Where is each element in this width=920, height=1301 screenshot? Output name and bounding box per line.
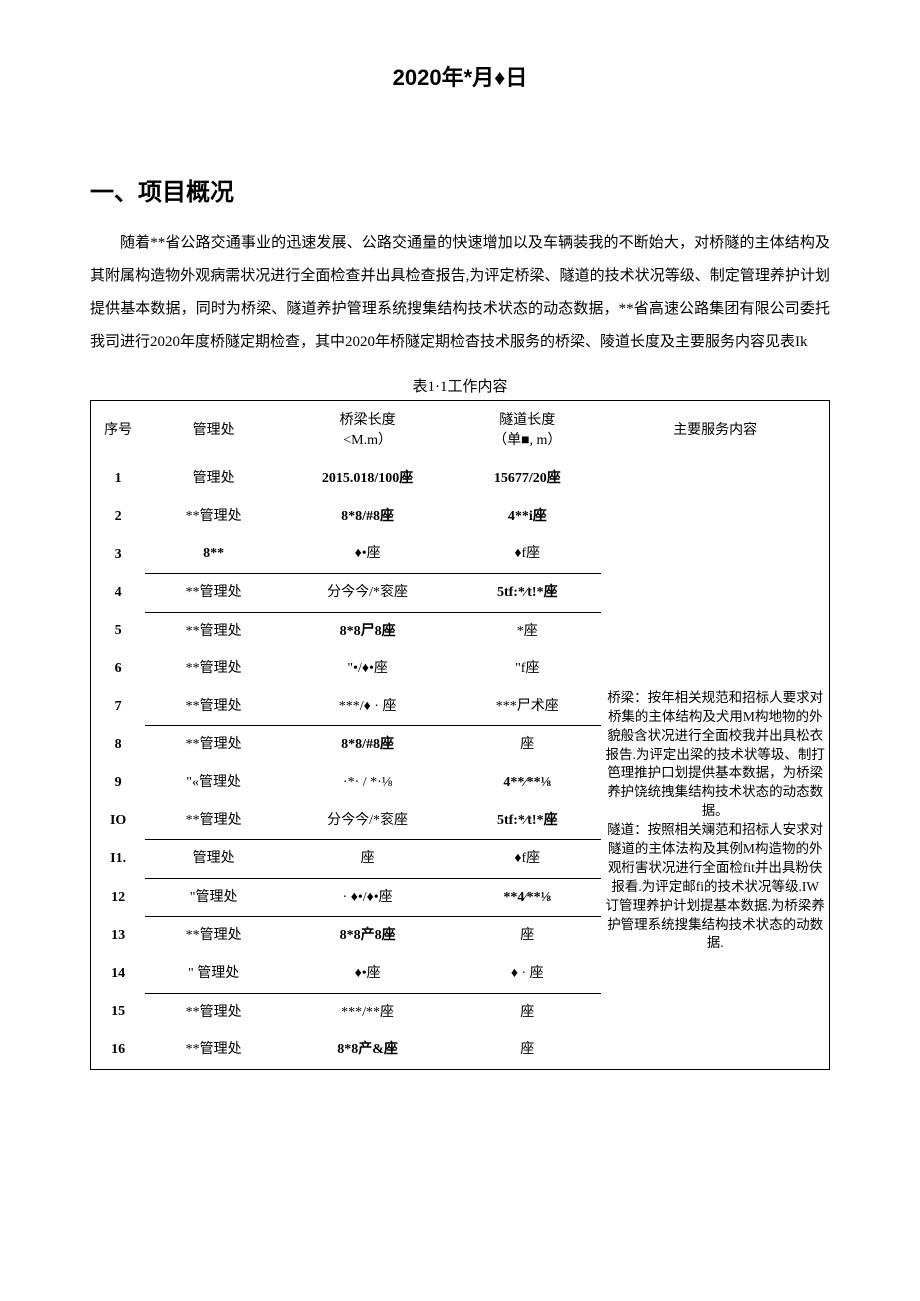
cell-tunnel: 座 xyxy=(453,993,601,1031)
cell-tunnel: ♦ · 座 xyxy=(453,955,601,993)
bridge-label: 桥梁长度 xyxy=(340,413,396,428)
cell-dept: **管理处 xyxy=(145,726,282,764)
table-caption: 表1·1工作内容 xyxy=(90,375,830,396)
intro-paragraph: 随着**省公路交通事业的迅速发展、公路交通量的快速增加以及车辆装我的不断始大，对… xyxy=(90,227,830,359)
cell-bridge: 8*8产&座 xyxy=(282,1031,453,1069)
cell-dept: " 管理处 xyxy=(145,955,282,993)
cell-tunnel: *座 xyxy=(453,612,601,650)
cell-dept: **管理处 xyxy=(145,802,282,840)
cell-tunnel: 座 xyxy=(453,726,601,764)
cell-seq: 16 xyxy=(91,1031,146,1069)
cell-tunnel: 5tf:*⁄t!*座 xyxy=(453,573,601,612)
cell-bridge: "•/♦•座 xyxy=(282,650,453,688)
cell-dept: "管理处 xyxy=(145,878,282,917)
cell-dept: **管理处 xyxy=(145,993,282,1031)
cell-seq: 2 xyxy=(91,498,146,536)
cell-bridge: ***/**座 xyxy=(282,993,453,1031)
cell-seq: 13 xyxy=(91,917,146,955)
cell-bridge: ***/♦ · 座 xyxy=(282,688,453,726)
cell-dept: "«管理处 xyxy=(145,764,282,802)
bridge-sub: <M.m） xyxy=(343,433,392,448)
cell-tunnel: 座 xyxy=(453,917,601,955)
cell-tunnel: 5tf:*⁄t!*座 xyxy=(453,802,601,840)
cell-dept: **管理处 xyxy=(145,612,282,650)
cell-bridge: 分今今/*衮座 xyxy=(282,573,453,612)
cell-seq: 7 xyxy=(91,688,146,726)
cell-tunnel: ♦f座 xyxy=(453,535,601,573)
cell-dept: **管理处 xyxy=(145,688,282,726)
cell-seq: 1 xyxy=(91,460,146,498)
cell-seq: 3 xyxy=(91,535,146,573)
cell-seq: 4 xyxy=(91,573,146,612)
cell-bridge: ♦•座 xyxy=(282,955,453,993)
cell-seq: 14 xyxy=(91,955,146,993)
work-content-table: 序号 管理处 桥梁长度 <M.m） 隧道长度 （单■, m） 主要服务内容 1管… xyxy=(90,400,830,1070)
cell-dept: **管理处 xyxy=(145,917,282,955)
table-row: 1管理处2015.018/100座15677/20座 xyxy=(91,460,830,498)
cell-bridge: 分今今/*衮座 xyxy=(282,802,453,840)
cell-seq: IO xyxy=(91,802,146,840)
cell-bridge: 座 xyxy=(282,840,453,879)
table-header-row: 序号 管理处 桥梁长度 <M.m） 隧道长度 （单■, m） 主要服务内容 xyxy=(91,401,830,461)
cell-dept: **管理处 xyxy=(145,498,282,536)
cell-tunnel: 15677/20座 xyxy=(453,460,601,498)
cell-bridge: ♦•座 xyxy=(282,535,453,573)
tunnel-label: 隧道长度 xyxy=(499,413,555,428)
cell-seq: 6 xyxy=(91,650,146,688)
cell-bridge: 2015.018/100座 xyxy=(282,460,453,498)
cell-bridge: 8*8尸8座 xyxy=(282,612,453,650)
cell-bridge: 8*8产8座 xyxy=(282,917,453,955)
col-header-dept: 管理处 xyxy=(145,401,282,461)
cell-seq: 15 xyxy=(91,993,146,1031)
col-header-tunnel: 隧道长度 （单■, m） xyxy=(453,401,601,461)
cell-dept: 8** xyxy=(145,535,282,573)
cell-dept: **管理处 xyxy=(145,650,282,688)
cell-dept: 管理处 xyxy=(145,840,282,879)
cell-service-empty-top xyxy=(601,460,829,573)
cell-bridge: 8*8/#8座 xyxy=(282,726,453,764)
col-header-seq: 序号 xyxy=(91,401,146,461)
cell-tunnel: "f座 xyxy=(453,650,601,688)
cell-tunnel: **4⁄**⅛ xyxy=(453,878,601,917)
cell-tunnel: ♦f座 xyxy=(453,840,601,879)
cell-tunnel: 座 xyxy=(453,1031,601,1069)
cell-seq: 12 xyxy=(91,878,146,917)
tunnel-sub: （单■, m） xyxy=(493,433,561,448)
section-heading: 一、项目概况 xyxy=(90,172,830,207)
cell-service-content: 桥梁：按年相关规范和招标人要求对桥集的主体结构及犬用M构地物的外貌般含状况进行全… xyxy=(601,573,829,1069)
col-header-bridge: 桥梁长度 <M.m） xyxy=(282,401,453,461)
table-row: 4**管理处分今今/*衮座5tf:*⁄t!*座桥梁：按年相关规范和招标人要求对桥… xyxy=(91,573,830,612)
cell-dept: **管理处 xyxy=(145,1031,282,1069)
cell-tunnel: 4**⁄**⅛ xyxy=(453,764,601,802)
cell-bridge: ·*· / *·⅛ xyxy=(282,764,453,802)
col-header-service: 主要服务内容 xyxy=(601,401,829,461)
cell-dept: **管理处 xyxy=(145,573,282,612)
cell-bridge: · ♦•/♦•座 xyxy=(282,878,453,917)
cell-dept: 管理处 xyxy=(145,460,282,498)
cell-tunnel: ***尸术座 xyxy=(453,688,601,726)
cell-tunnel: 4**i座 xyxy=(453,498,601,536)
cell-bridge: 8*8/#8座 xyxy=(282,498,453,536)
cell-seq: I1. xyxy=(91,840,146,879)
cell-seq: 5 xyxy=(91,612,146,650)
date-title: 2020年*月♦日 xyxy=(90,60,830,92)
cell-seq: 9 xyxy=(91,764,146,802)
cell-seq: 8 xyxy=(91,726,146,764)
